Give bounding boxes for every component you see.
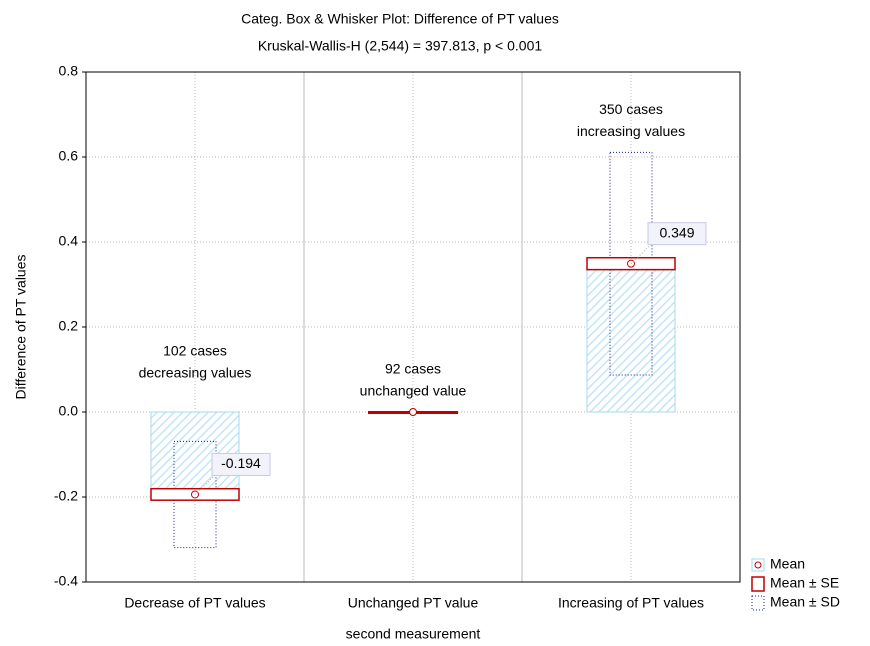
y-tick-label: 0.0 bbox=[59, 403, 79, 419]
y-tick-label: 0.6 bbox=[59, 148, 79, 164]
legend-label: Mean bbox=[770, 556, 805, 572]
value-label-box bbox=[211, 452, 271, 476]
label-leader bbox=[194, 474, 217, 495]
y-tick-label: 0.8 bbox=[59, 63, 79, 79]
label-leader bbox=[630, 243, 653, 265]
value-label: -0.194 bbox=[221, 455, 261, 471]
x-tick-label: Decrease of PT values bbox=[124, 595, 265, 611]
mean-bar bbox=[586, 263, 676, 413]
annotation: increasing values bbox=[577, 123, 685, 139]
value-label: 0.349 bbox=[659, 224, 694, 240]
annotation: 92 cases bbox=[385, 361, 441, 377]
x-tick-label: Increasing of PT values bbox=[558, 595, 704, 611]
legend-label: Mean ± SE bbox=[770, 575, 839, 591]
y-tick-label: 0.4 bbox=[59, 233, 79, 249]
x-axis-label: second measurement bbox=[346, 626, 481, 642]
legend-label: Mean ± SD bbox=[770, 594, 840, 610]
value-label-box bbox=[647, 222, 707, 246]
annotation: decreasing values bbox=[139, 365, 252, 381]
legend-swatch-dot bbox=[754, 561, 762, 569]
chart-title: Categ. Box & Whisker Plot: Difference of… bbox=[241, 11, 559, 27]
y-tick-label: -0.2 bbox=[54, 488, 78, 504]
x-tick-label: Unchanged PT value bbox=[348, 595, 479, 611]
mean-point bbox=[409, 408, 417, 416]
annotation: unchanged value bbox=[360, 383, 467, 399]
y-tick-label: 0.2 bbox=[59, 318, 79, 334]
annotation: 350 cases bbox=[599, 101, 663, 117]
y-tick-label: -0.4 bbox=[54, 573, 78, 589]
plot-frame bbox=[85, 71, 741, 583]
y-axis-label: Difference of PT values bbox=[13, 254, 29, 399]
annotation: 102 cases bbox=[163, 343, 227, 359]
legend-swatch bbox=[751, 576, 765, 592]
legend-swatch bbox=[751, 595, 765, 611]
chart-subtitle: Kruskal-Wallis-H (2,544) = 397.813, p < … bbox=[258, 38, 543, 54]
